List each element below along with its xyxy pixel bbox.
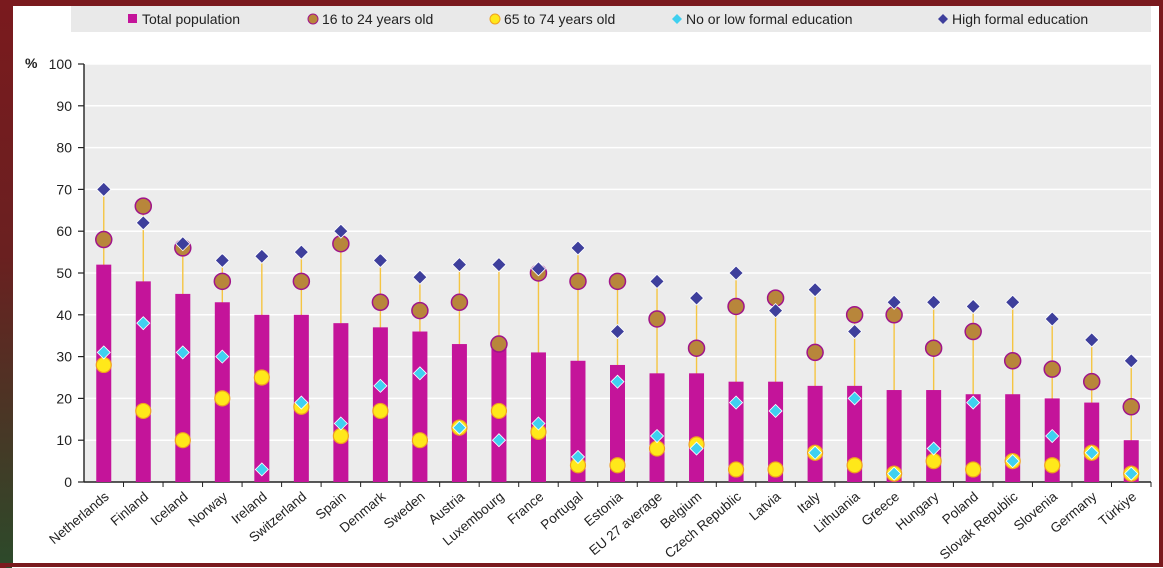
frame-left-border [0, 0, 13, 567]
y-tick-label-50: 50 [56, 265, 72, 281]
point-16-24 [807, 344, 823, 360]
y-tick-label-80: 80 [56, 140, 72, 156]
legend-label-age16_24: 16 to 24 years old [322, 11, 433, 27]
frame-bottom-border [0, 563, 1163, 567]
y-tick-label-100: 100 [49, 56, 73, 72]
point-65-74 [768, 462, 783, 477]
bar-total-population [333, 323, 348, 482]
point-65-74 [1045, 458, 1060, 473]
plot-area: 0 10 20 30 40 50 60 70 80 90 100 NetherlandsFinland… [46, 56, 1151, 563]
point-65-74 [136, 403, 151, 418]
point-16-24 [491, 336, 507, 352]
point-65-74 [966, 462, 981, 477]
y-axis-unit-label: % [25, 55, 38, 71]
point-16-24 [610, 273, 626, 289]
y-tick-label-40: 40 [56, 307, 72, 323]
legend-swatch-age65_74 [490, 14, 500, 24]
point-16-24 [1123, 399, 1139, 415]
bar-total-population [175, 294, 190, 482]
x-tick-label: Türkiye [1096, 489, 1140, 529]
y-tick-label-10: 10 [56, 432, 72, 448]
point-16-24 [1084, 374, 1100, 390]
bar-total-population [1084, 403, 1099, 482]
x-tick-label: Finland [108, 489, 152, 529]
chart-container: Total population 16 to 24 years old 65 to … [13, 6, 1159, 563]
point-16-24 [214, 273, 230, 289]
x-tick-label: Sweden [381, 489, 428, 532]
bar-total-population [808, 386, 823, 482]
point-16-24 [135, 198, 151, 214]
x-tick-label: Norway [186, 489, 231, 530]
point-65-74 [847, 458, 862, 473]
y-tick-label-30: 30 [56, 349, 72, 365]
point-65-74 [333, 429, 348, 444]
point-16-24 [570, 273, 586, 289]
point-65-74 [491, 403, 506, 418]
point-65-74 [926, 454, 941, 469]
x-tick-label: Latvia [746, 488, 784, 523]
bar-total-population [452, 344, 467, 482]
point-65-74 [373, 403, 388, 418]
point-16-24 [372, 294, 388, 310]
legend-swatch-total [128, 14, 137, 23]
point-65-74 [650, 441, 665, 456]
bar-total-population [96, 265, 111, 482]
bar-total-population [650, 373, 665, 482]
point-65-74 [610, 458, 625, 473]
point-65-74 [412, 433, 427, 448]
point-16-24 [649, 311, 665, 327]
x-tick-label: EU 27 average [586, 489, 665, 558]
y-tick-label-20: 20 [56, 390, 72, 406]
legend-swatch-age16_24 [308, 14, 318, 24]
point-16-24 [412, 303, 428, 319]
point-65-74 [254, 370, 269, 385]
point-65-74 [215, 391, 230, 406]
point-65-74 [96, 357, 111, 372]
y-tick-label-0: 0 [64, 474, 72, 490]
x-tick-label: Iceland [148, 489, 191, 528]
point-16-24 [451, 294, 467, 310]
point-16-24 [965, 324, 981, 340]
y-tick-label-60: 60 [56, 223, 72, 239]
bar-total-population [689, 373, 704, 482]
legend-label-high_edu: High formal education [952, 11, 1088, 27]
point-16-24 [689, 340, 705, 356]
point-16-24 [1005, 353, 1021, 369]
dot-bar-chart: Total population 16 to 24 years old 65 to … [13, 6, 1159, 563]
point-16-24 [293, 273, 309, 289]
point-65-74 [175, 433, 190, 448]
point-16-24 [728, 298, 744, 314]
point-65-74 [729, 462, 744, 477]
point-16-24 [96, 232, 112, 248]
legend-label-age65_74: 65 to 74 years old [504, 11, 615, 27]
point-16-24 [926, 340, 942, 356]
x-tick-label: Portugal [538, 489, 586, 533]
legend-label-total: Total population [142, 11, 240, 27]
bar-total-population [412, 332, 427, 482]
legend-label-low_edu: No or low formal education [686, 11, 853, 27]
point-16-24 [1044, 361, 1060, 377]
y-tick-label-70: 70 [56, 181, 72, 197]
bar-total-population [254, 315, 269, 482]
x-tick-label: Italy [794, 489, 823, 517]
point-16-24 [847, 307, 863, 323]
frame-right-border [1159, 0, 1163, 567]
y-tick-label-90: 90 [56, 98, 72, 114]
bar-total-population [136, 281, 151, 482]
x-tick-label: Hungary [893, 489, 942, 533]
legend: Total population 16 to 24 years old 65 to … [71, 6, 1151, 32]
x-tick-label: Netherlands [46, 489, 112, 547]
